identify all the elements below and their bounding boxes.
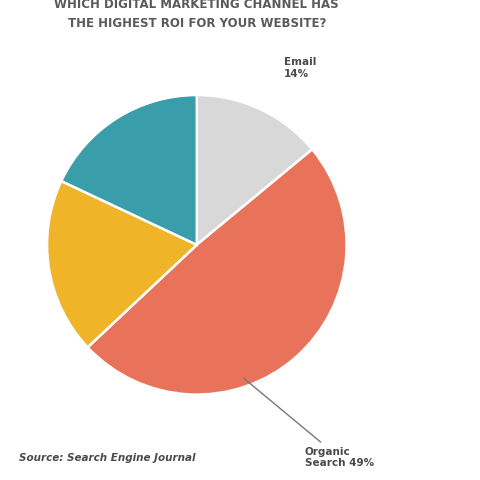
Wedge shape	[197, 95, 312, 245]
Text: Source: Search Engine Journal: Source: Search Engine Journal	[19, 453, 196, 463]
Text: Organic
Search 49%: Organic Search 49%	[244, 378, 374, 468]
Wedge shape	[88, 149, 347, 395]
Title: WHICH DIGITAL MARKETING CHANNEL HAS
THE HIGHEST ROI FOR YOUR WEBSITE?: WHICH DIGITAL MARKETING CHANNEL HAS THE …	[55, 0, 339, 30]
Wedge shape	[61, 95, 197, 245]
Text: Email
14%: Email 14%	[284, 57, 316, 79]
Wedge shape	[47, 181, 197, 348]
